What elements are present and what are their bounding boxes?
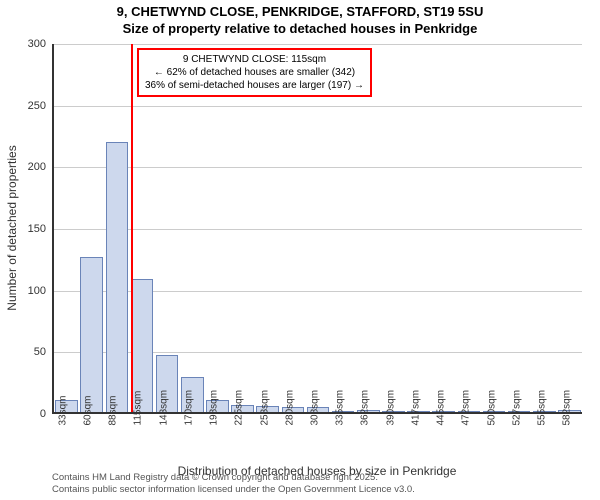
chart-title: 9, CHETWYND CLOSE, PENKRIDGE, STAFFORD, … [0, 0, 600, 38]
footer-attribution: Contains HM Land Registry data © Crown c… [52, 472, 415, 496]
bar-slot [155, 44, 180, 412]
plot-area: 9 CHETWYND CLOSE: 115sqm ← 62% of detach… [52, 44, 582, 414]
bar [80, 257, 103, 412]
bar-slot [456, 44, 481, 412]
footer-line2: Contains public sector information licen… [52, 484, 415, 496]
annotation-box: 9 CHETWYND CLOSE: 115sqm ← 62% of detach… [137, 48, 372, 97]
bar-slot [255, 44, 280, 412]
bar-slot [280, 44, 305, 412]
bar-slot [406, 44, 431, 412]
bars-container [54, 44, 582, 412]
bar-slot [129, 44, 154, 412]
bar-slot [180, 44, 205, 412]
property-marker-line [131, 44, 133, 412]
bar-slot [356, 44, 381, 412]
y-axis-title: Number of detached properties [5, 128, 19, 328]
y-tick-label: 250 [6, 100, 46, 112]
chart-area: 9 CHETWYND CLOSE: 115sqm ← 62% of detach… [52, 44, 582, 414]
y-tick-label: 0 [6, 408, 46, 420]
y-tick-label: 50 [6, 346, 46, 358]
bar-slot [381, 44, 406, 412]
bar-slot [557, 44, 582, 412]
bar [106, 142, 129, 412]
bar-slot [532, 44, 557, 412]
bar-slot [507, 44, 532, 412]
annotation-line2: ← 62% of detached houses are smaller (34… [145, 66, 364, 79]
bar-slot [481, 44, 506, 412]
title-line2: Size of property relative to detached ho… [0, 21, 600, 38]
annotation-line1: 9 CHETWYND CLOSE: 115sqm [145, 53, 364, 66]
bar-slot [230, 44, 255, 412]
footer-line1: Contains HM Land Registry data © Crown c… [52, 472, 415, 484]
title-line1: 9, CHETWYND CLOSE, PENKRIDGE, STAFFORD, … [0, 4, 600, 21]
bar-slot [54, 44, 79, 412]
bar-slot [431, 44, 456, 412]
bar-slot [104, 44, 129, 412]
annotation-line3: 36% of semi-detached houses are larger (… [145, 79, 364, 92]
y-tick-label: 300 [6, 38, 46, 50]
bar-slot [205, 44, 230, 412]
bar-slot [79, 44, 104, 412]
bar-slot [305, 44, 330, 412]
bar-slot [331, 44, 356, 412]
